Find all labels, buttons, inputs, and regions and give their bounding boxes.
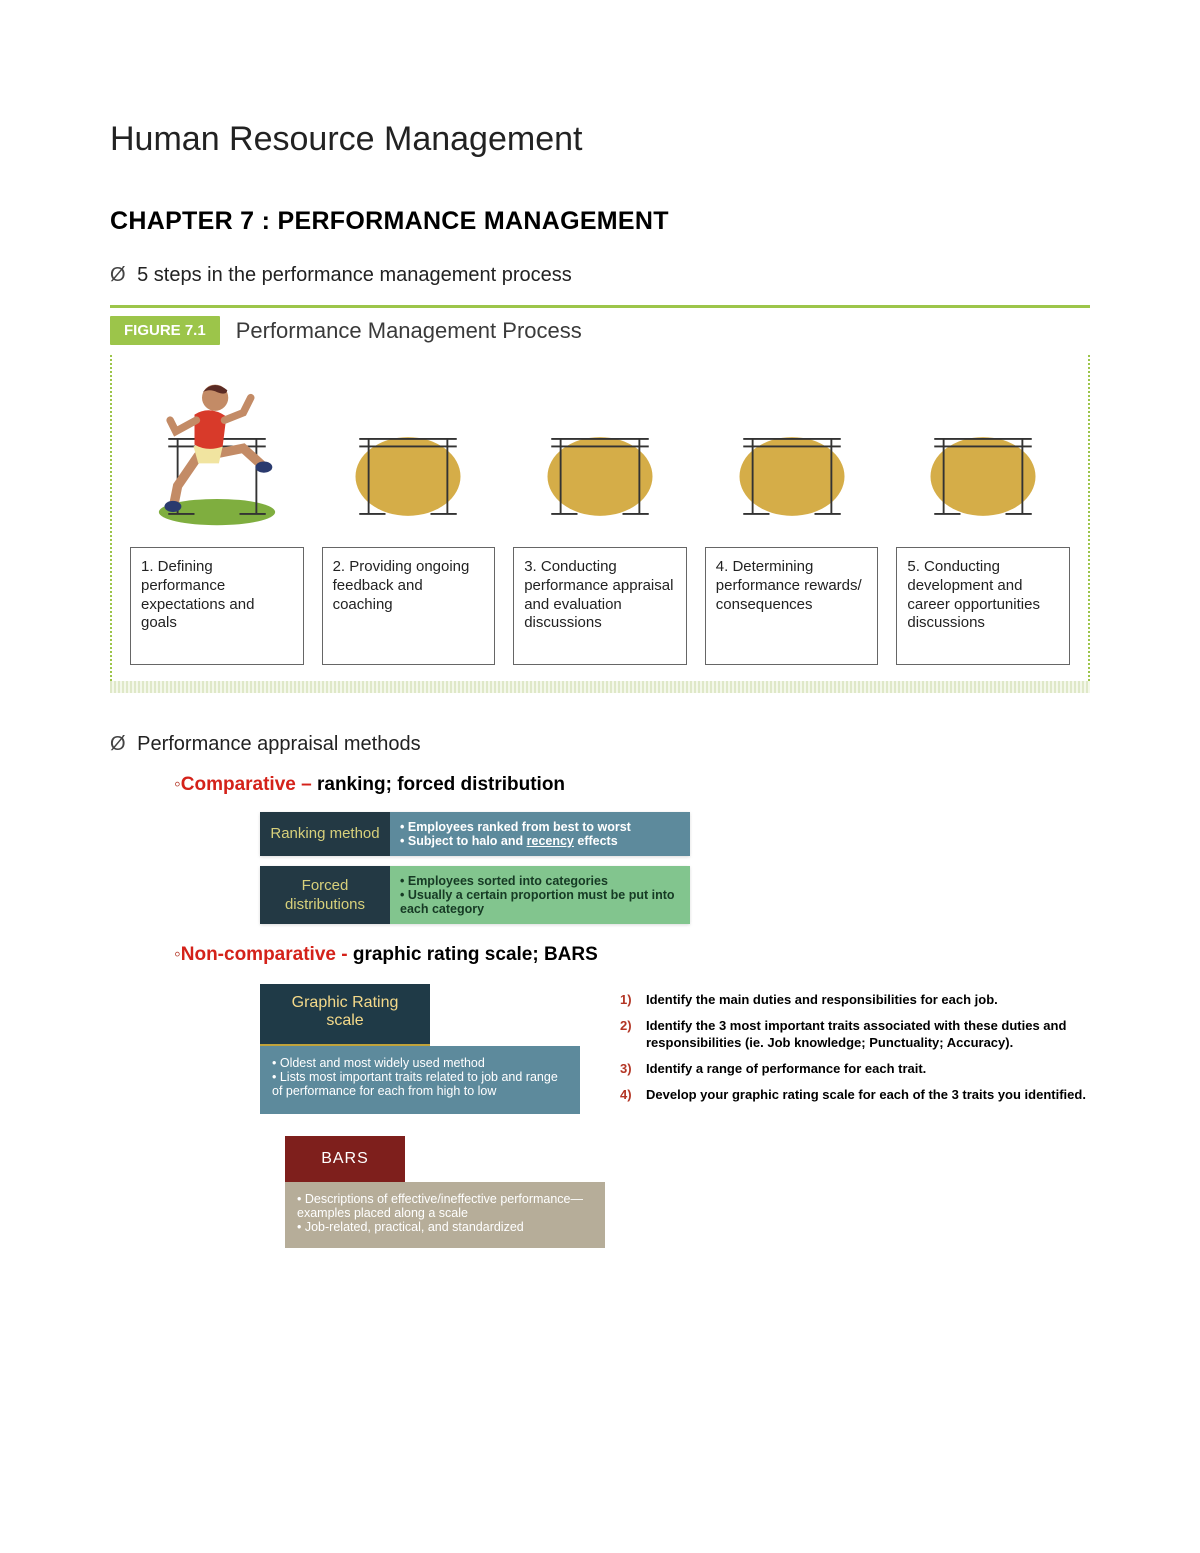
grs-step-text: Develop your graphic rating scale for ea… xyxy=(646,1087,1086,1103)
hurdle-col: 4. Determining performance rewards/ cons… xyxy=(705,373,879,665)
figure-title: Performance Management Process xyxy=(236,318,582,344)
method-point: Subject to halo and recency effects xyxy=(400,834,680,848)
step-box: 1. Defining performance expectations and… xyxy=(130,547,304,665)
step-box: 4. Determining performance rewards/ cons… xyxy=(705,547,879,665)
bars-point: Job-related, practical, and standardized xyxy=(297,1220,593,1234)
method-body: Employees ranked from best to worstSubje… xyxy=(390,812,690,856)
comparative-text: ranking; forced distribution xyxy=(317,774,565,795)
method-label: Ranking method xyxy=(260,812,390,856)
appraisal-heading: Ø Performance appraisal methods xyxy=(110,733,1090,756)
bars-point: Descriptions of effective/ineffective pe… xyxy=(297,1192,593,1220)
bullet-symbol: Ø xyxy=(110,733,126,755)
method-card: Forced distributionsEmployees sorted int… xyxy=(260,866,690,924)
bars-head: BARS xyxy=(285,1136,405,1182)
hurdle-col: 3. Conducting performance appraisal and … xyxy=(513,373,687,665)
appraisal-heading-text: Performance appraisal methods xyxy=(137,733,420,755)
comparative-label: Comparative xyxy=(181,774,296,795)
bars-card: BARS Descriptions of effective/ineffecti… xyxy=(285,1136,605,1248)
hurdle-icon xyxy=(717,373,867,533)
chapter-title: CHAPTER 7 : PERFORMANCE MANAGEMENT xyxy=(110,207,1090,236)
comparative-cards: Ranking methodEmployees ranked from best… xyxy=(110,812,1090,924)
hurdle-row: 1. Defining performance expectations and… xyxy=(110,355,1090,693)
figure-block: FIGURE 7.1 Performance Management Proces… xyxy=(110,305,1090,693)
grs-step-text: Identify the main duties and responsibil… xyxy=(646,992,998,1008)
hurdle-col: 1. Defining performance expectations and… xyxy=(130,373,304,665)
grs-head: Graphic Rating scale xyxy=(260,984,430,1046)
grs-steps-list: 1) Identify the main duties and responsib… xyxy=(620,984,1090,1114)
hurdle-icon xyxy=(908,373,1058,533)
grs-step: 3) Identify a range of performance for ea… xyxy=(620,1061,1090,1077)
grs-card: Graphic Rating scale Oldest and most wid… xyxy=(260,984,580,1114)
comparative-line: ◦Comparative – ranking; forced distribut… xyxy=(174,774,1090,796)
grs-step-number: 3) xyxy=(620,1061,636,1077)
bullet-symbol: Ø xyxy=(110,264,126,286)
hurdle-icon xyxy=(525,373,675,533)
grs-point: Lists most important traits related to j… xyxy=(272,1070,568,1098)
figure-tag: FIGURE 7.1 xyxy=(110,316,220,345)
method-label: Forced distributions xyxy=(260,866,390,924)
method-body: Employees sorted into categoriesUsually … xyxy=(390,866,690,924)
grs-step: 4) Develop your graphic rating scale for … xyxy=(620,1087,1090,1103)
grs-step-number: 1) xyxy=(620,992,636,1008)
intro-bullet: Ø 5 steps in the performance management … xyxy=(110,264,1090,287)
hurdle-col: 2. Providing ongoing feedback and coachi… xyxy=(322,373,496,665)
figure-head: FIGURE 7.1 Performance Management Proces… xyxy=(110,308,1090,355)
step-box: 5. Conducting development and career opp… xyxy=(896,547,1070,665)
step-box: 3. Conducting performance appraisal and … xyxy=(513,547,687,665)
grs-step-number: 2) xyxy=(620,1018,636,1051)
page-title: Human Resource Management xyxy=(110,120,1090,159)
grs-step-number: 4) xyxy=(620,1087,636,1103)
method-point: Employees ranked from best to worst xyxy=(400,820,680,834)
grs-step-text: Identify a range of performance for each… xyxy=(646,1061,926,1077)
grs-point: Oldest and most widely used method xyxy=(272,1056,568,1070)
noncomparative-text: graphic rating scale; BARS xyxy=(353,944,598,965)
grs-step-text: Identify the 3 most important traits ass… xyxy=(646,1018,1090,1051)
bars-body: Descriptions of effective/ineffective pe… xyxy=(285,1182,605,1248)
method-card: Ranking methodEmployees ranked from best… xyxy=(260,812,690,856)
grs-body: Oldest and most widely used methodLists … xyxy=(260,1046,580,1114)
intro-bullet-text: 5 steps in the performance management pr… xyxy=(137,264,572,286)
grs-step: 1) Identify the main duties and responsib… xyxy=(620,992,1090,1008)
hurdle-col: 5. Conducting development and career opp… xyxy=(896,373,1070,665)
method-point: Usually a certain proportion must be put… xyxy=(400,888,680,916)
noncomparative-label: Non-comparative xyxy=(181,944,336,965)
method-point: Employees sorted into categories xyxy=(400,874,680,888)
grs-step: 2) Identify the 3 most important traits a… xyxy=(620,1018,1090,1051)
noncomparative-line: ◦Non-comparative - graphic rating scale;… xyxy=(174,944,1090,966)
runner-hurdle-icon xyxy=(142,373,292,533)
step-box: 2. Providing ongoing feedback and coachi… xyxy=(322,547,496,665)
grs-wrap: Graphic Rating scale Oldest and most wid… xyxy=(260,984,1090,1114)
hurdle-icon xyxy=(333,373,483,533)
